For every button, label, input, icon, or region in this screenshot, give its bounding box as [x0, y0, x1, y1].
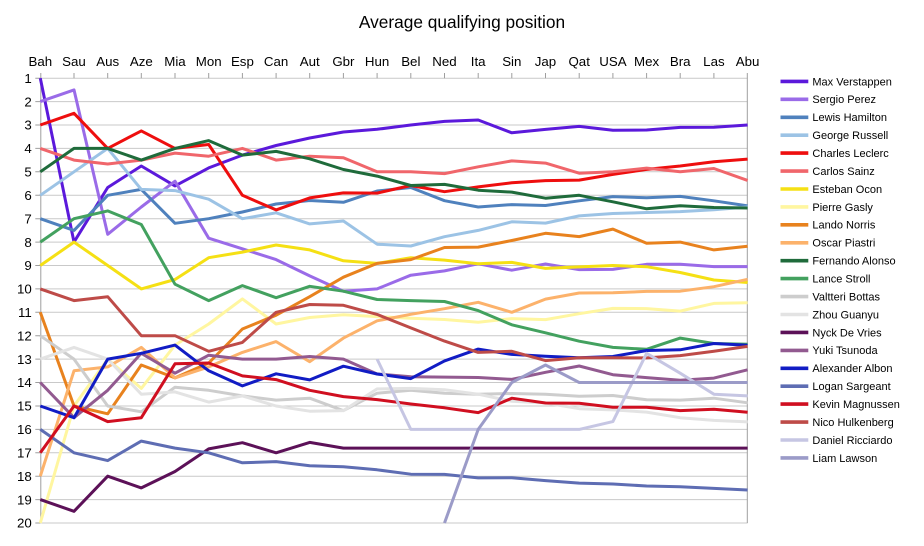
svg-text:Alexander Albon: Alexander Albon	[812, 363, 892, 375]
svg-text:17: 17	[17, 446, 32, 461]
svg-text:Mia: Mia	[164, 54, 186, 69]
svg-text:18: 18	[17, 469, 32, 484]
svg-text:13: 13	[17, 352, 32, 367]
svg-text:Hun: Hun	[365, 54, 389, 69]
svg-text:Pierre Gasly: Pierre Gasly	[812, 202, 873, 214]
svg-text:Liam Lawson: Liam Lawson	[812, 453, 877, 465]
svg-text:Jap: Jap	[535, 54, 556, 69]
svg-text:Valtteri Bottas: Valtteri Bottas	[812, 292, 880, 304]
svg-text:Bra: Bra	[670, 54, 691, 69]
svg-text:Charles Leclerc: Charles Leclerc	[812, 148, 889, 160]
svg-text:Qat: Qat	[568, 54, 590, 69]
svg-text:4: 4	[24, 141, 31, 156]
svg-text:16: 16	[17, 422, 32, 437]
svg-text:Yuki Tsunoda: Yuki Tsunoda	[812, 345, 878, 357]
svg-text:Bel: Bel	[401, 54, 420, 69]
svg-text:Nico Hulkenberg: Nico Hulkenberg	[812, 417, 893, 429]
svg-text:Average qualifying position: Average qualifying position	[359, 12, 565, 32]
svg-text:19: 19	[17, 492, 32, 507]
svg-text:20: 20	[17, 516, 32, 531]
svg-text:Sau: Sau	[62, 54, 86, 69]
svg-text:11: 11	[18, 305, 32, 320]
svg-text:9: 9	[24, 258, 31, 273]
svg-text:15: 15	[17, 399, 32, 414]
svg-text:5: 5	[24, 165, 31, 180]
svg-text:1: 1	[24, 71, 31, 86]
svg-text:Daniel Ricciardo: Daniel Ricciardo	[812, 435, 892, 447]
svg-text:Zhou Guanyu: Zhou Guanyu	[812, 309, 879, 321]
svg-text:Fernando Alonso: Fernando Alonso	[812, 256, 895, 268]
svg-text:Oscar Piastri: Oscar Piastri	[812, 238, 875, 250]
svg-text:Can: Can	[264, 54, 288, 69]
svg-text:USA: USA	[599, 54, 626, 69]
svg-text:Logan Sargeant: Logan Sargeant	[812, 381, 890, 393]
svg-text:Gbr: Gbr	[332, 54, 355, 69]
svg-text:Mon: Mon	[196, 54, 222, 69]
svg-text:Kevin Magnussen: Kevin Magnussen	[812, 399, 899, 411]
svg-text:Abu: Abu	[736, 54, 760, 69]
svg-text:Aut: Aut	[300, 54, 320, 69]
svg-text:Ned: Ned	[432, 54, 456, 69]
svg-text:8: 8	[24, 235, 31, 250]
svg-text:Lance Stroll: Lance Stroll	[812, 274, 870, 286]
svg-text:2: 2	[24, 94, 31, 109]
svg-text:Las: Las	[703, 54, 725, 69]
svg-text:Bah: Bah	[28, 54, 52, 69]
svg-text:Lando Norris: Lando Norris	[812, 220, 875, 232]
svg-text:George Russell: George Russell	[812, 130, 888, 142]
svg-text:Lewis Hamilton: Lewis Hamilton	[812, 112, 887, 124]
svg-text:14: 14	[17, 375, 32, 390]
svg-text:Ita: Ita	[471, 54, 486, 69]
svg-text:Sin: Sin	[502, 54, 521, 69]
svg-text:Max Verstappen: Max Verstappen	[812, 76, 892, 88]
svg-text:Esteban Ocon: Esteban Ocon	[812, 184, 882, 196]
svg-text:Sergio Perez: Sergio Perez	[812, 94, 876, 106]
svg-text:Esp: Esp	[231, 54, 254, 69]
svg-text:7: 7	[24, 211, 31, 226]
svg-text:Nyck De Vries: Nyck De Vries	[812, 327, 882, 339]
svg-text:12: 12	[17, 328, 32, 343]
svg-text:Aus: Aus	[96, 54, 119, 69]
svg-text:10: 10	[17, 282, 32, 297]
svg-text:Carlos Sainz: Carlos Sainz	[812, 166, 874, 178]
svg-text:Aze: Aze	[130, 54, 153, 69]
svg-text:6: 6	[24, 188, 31, 203]
svg-text:3: 3	[24, 118, 31, 133]
svg-text:Mex: Mex	[634, 54, 659, 69]
